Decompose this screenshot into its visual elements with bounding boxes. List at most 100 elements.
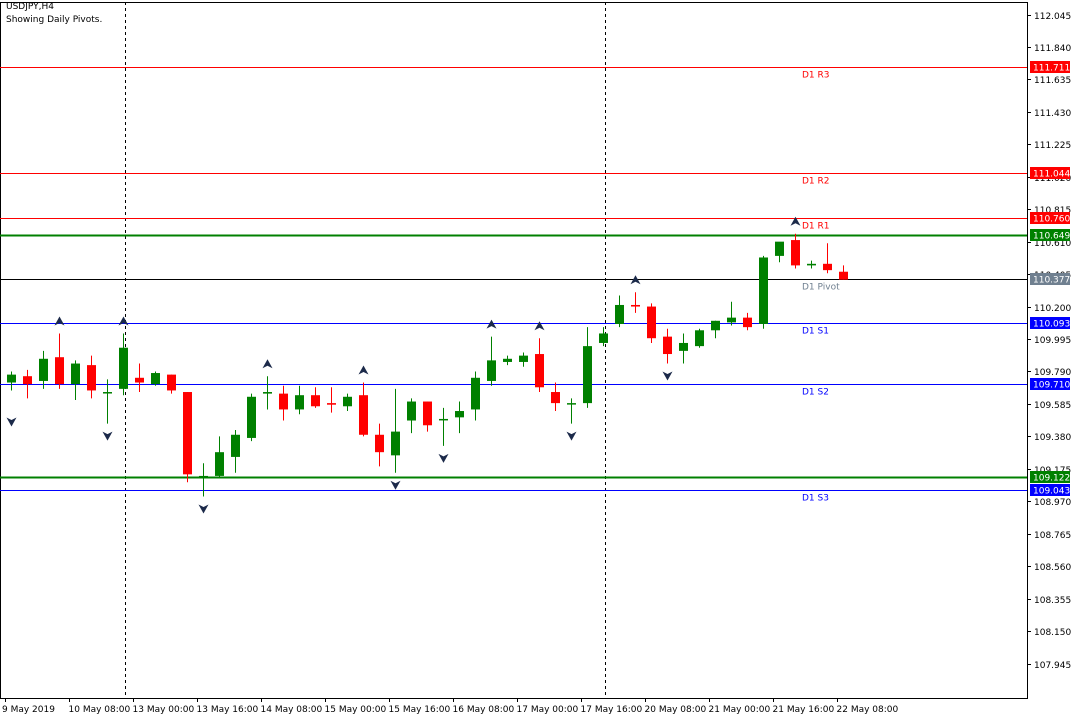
candle-bearish[interactable] xyxy=(167,374,176,391)
candle-bearish[interactable] xyxy=(87,365,96,391)
y-axis-label: 109.995 xyxy=(1034,336,1071,346)
y-axis-label: 108.970 xyxy=(1034,498,1071,508)
candle-bearish[interactable] xyxy=(23,376,32,385)
price-tag xyxy=(1030,61,1070,73)
candle-bullish[interactable] xyxy=(711,320,720,331)
price-tag xyxy=(1030,317,1070,329)
candle-bearish[interactable] xyxy=(327,403,336,405)
y-axis-label: 109.790 xyxy=(1034,368,1071,378)
fractal-up-icon xyxy=(118,316,129,326)
candle-bullish[interactable] xyxy=(679,342,688,351)
candle-bearish[interactable] xyxy=(55,357,64,385)
candle-bullish[interactable] xyxy=(471,377,480,410)
pivot-level-label: D1 Pivot xyxy=(802,283,840,293)
candle-bullish[interactable] xyxy=(503,358,512,362)
y-axis-label: 110.200 xyxy=(1034,304,1071,314)
fractal-up-icon xyxy=(262,359,273,369)
candle-bullish[interactable] xyxy=(759,257,768,324)
candle-bullish[interactable] xyxy=(599,333,608,343)
candle-bullish[interactable] xyxy=(199,475,208,478)
candle-bullish[interactable] xyxy=(455,411,464,418)
candle-bullish[interactable] xyxy=(407,401,416,421)
candle-bearish[interactable] xyxy=(663,336,672,355)
candle-bullish[interactable] xyxy=(151,373,160,385)
x-axis-label: 15 May 00:00 xyxy=(325,705,387,715)
candle-bearish[interactable] xyxy=(135,377,144,383)
price-tag-label: 110.093 xyxy=(1033,320,1070,330)
candle-bearish[interactable] xyxy=(551,392,560,404)
price-tag-label: 110.760 xyxy=(1033,215,1070,225)
y-axis-label: 108.355 xyxy=(1034,596,1071,606)
candle-bullish[interactable] xyxy=(727,317,736,323)
candle-bullish[interactable] xyxy=(39,358,48,381)
candle-bearish[interactable] xyxy=(743,317,752,328)
candle-bullish[interactable] xyxy=(695,330,704,347)
candle-bullish[interactable] xyxy=(583,346,592,404)
candle-bullish[interactable] xyxy=(263,392,272,394)
candle-bearish[interactable] xyxy=(423,401,432,426)
price-tag xyxy=(1030,484,1070,496)
y-axis-label: 110.815 xyxy=(1034,206,1071,216)
fractal-down-icon xyxy=(198,504,209,514)
fractal-up-icon xyxy=(790,216,801,226)
candle-bullish[interactable] xyxy=(343,396,352,407)
fractal-up-icon xyxy=(534,321,545,331)
candle-bullish[interactable] xyxy=(71,363,80,385)
y-axis-label: 111.840 xyxy=(1034,44,1071,54)
candle-bearish[interactable] xyxy=(791,240,800,266)
price-tag-label: 109.122 xyxy=(1033,474,1070,484)
pivot-level-label: D1 S3 xyxy=(802,494,829,504)
candle-bullish[interactable] xyxy=(567,403,576,405)
candle-bullish[interactable] xyxy=(215,452,224,476)
candle-bullish[interactable] xyxy=(119,347,128,389)
y-axis-label: 111.635 xyxy=(1034,76,1071,86)
x-axis-label: 20 May 08:00 xyxy=(645,705,707,715)
candle-bullish[interactable] xyxy=(775,241,784,256)
candle-bullish[interactable] xyxy=(391,431,400,456)
y-axis-label: 108.765 xyxy=(1034,531,1071,541)
x-axis-label: 13 May 00:00 xyxy=(133,705,195,715)
y-axis-label: 111.430 xyxy=(1034,109,1071,119)
candle-bullish[interactable] xyxy=(295,395,304,410)
fractal-down-icon xyxy=(662,371,673,381)
x-axis-label: 13 May 16:00 xyxy=(197,705,259,715)
candle-bullish[interactable] xyxy=(103,392,112,394)
fractal-up-icon xyxy=(54,316,65,326)
pivot-level-label: D1 S2 xyxy=(802,388,829,398)
candle-bearish[interactable] xyxy=(279,393,288,410)
chart-symbol-label: USDJPY,H4 xyxy=(6,2,54,12)
candle-bullish[interactable] xyxy=(231,434,240,457)
candle-bearish[interactable] xyxy=(839,271,848,280)
price-tag-label: 110.649 xyxy=(1033,232,1070,242)
price-tag xyxy=(1030,378,1070,390)
candle-bearish[interactable] xyxy=(183,392,192,475)
x-axis-label: 17 May 16:00 xyxy=(581,705,643,715)
price-tag-label: 109.710 xyxy=(1033,381,1070,391)
candle-bullish[interactable] xyxy=(439,418,448,421)
candle-bullish[interactable] xyxy=(247,396,256,438)
price-tag-label: 111.044 xyxy=(1033,170,1070,180)
y-axis-label: 112.045 xyxy=(1034,12,1071,22)
candle-bearish[interactable] xyxy=(359,395,368,435)
candle-bullish[interactable] xyxy=(7,374,16,383)
candle-bearish[interactable] xyxy=(647,306,656,339)
y-axis-label: 109.380 xyxy=(1034,433,1071,443)
price-tag-label: 111.711 xyxy=(1033,64,1070,74)
candle-bearish[interactable] xyxy=(311,395,320,407)
fractal-up-icon xyxy=(358,365,369,375)
candle-bearish[interactable] xyxy=(631,304,640,307)
y-axis-label: 111.225 xyxy=(1034,141,1071,151)
y-axis-label: 108.560 xyxy=(1034,563,1071,573)
candle-bullish[interactable] xyxy=(615,304,624,324)
candle-bullish[interactable] xyxy=(519,355,528,362)
fractal-up-icon xyxy=(630,275,641,285)
candle-bearish[interactable] xyxy=(535,354,544,388)
chart-subtitle: Showing Daily Pivots. xyxy=(6,15,103,25)
candle-bullish[interactable] xyxy=(807,263,816,266)
fractal-down-icon xyxy=(390,480,401,490)
candle-bearish[interactable] xyxy=(375,434,384,453)
candle-bearish[interactable] xyxy=(823,263,832,271)
price-tag xyxy=(1030,167,1070,179)
candle-bullish[interactable] xyxy=(487,360,496,381)
